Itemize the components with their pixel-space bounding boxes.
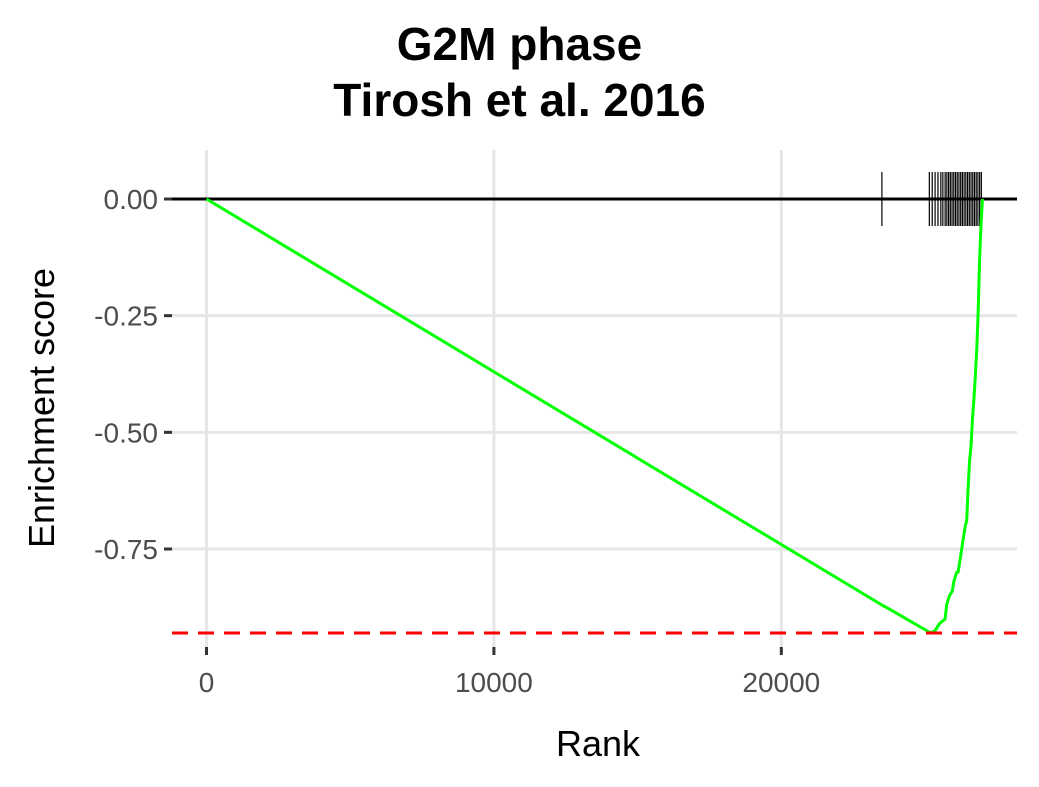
y-tick-label: -0.75: [94, 534, 158, 565]
chart-title: G2M phase Tirosh et al. 2016: [0, 18, 1039, 138]
chart-title-line-2: Tirosh et al. 2016: [333, 74, 706, 126]
x-tick-label: 0: [199, 667, 215, 698]
x-axis-title: Rank: [556, 723, 641, 764]
y-tick-label: -0.25: [94, 301, 158, 332]
y-axis-title: Enrichment score: [21, 268, 62, 548]
gene-hit-ticks: [881, 172, 982, 226]
enrichment-curve-layer: [205, 197, 984, 635]
grid-lines: [172, 150, 1017, 647]
axes: 0 10000 20000 0.00 -0.25 -0.50 -0.75: [94, 184, 820, 698]
x-tick-label: 10000: [455, 667, 533, 698]
y-tick-label: 0.00: [104, 184, 159, 215]
chart-title-line-1: G2M phase: [396, 18, 643, 70]
y-tick-label: -0.50: [94, 417, 158, 448]
enrichment-curve: [205, 197, 984, 635]
x-tick-label: 20000: [742, 667, 820, 698]
